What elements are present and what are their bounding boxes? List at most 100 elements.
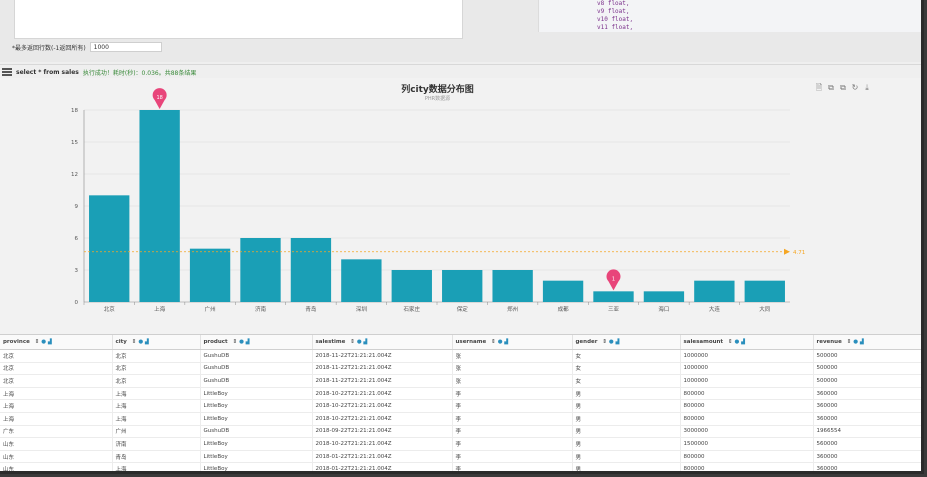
y-tick-label: 9 [75,204,79,210]
table-cell: GushuDB [200,362,313,376]
table-cell: 李 [452,387,573,401]
table-cell: 男 [572,412,681,426]
view-icon[interactable]: ● [239,339,244,345]
column-chart-icon[interactable]: ▟ [502,339,509,345]
view-icon[interactable]: ● [356,339,362,345]
column-chart-icon[interactable]: ▟ [243,339,250,345]
table-cell: 男 [572,450,681,464]
column-chart-icon[interactable]: ▟ [361,339,368,345]
view-icon[interactable]: ● [734,339,740,345]
sql-editor[interactable] [14,0,463,39]
view-icon[interactable]: ● [138,339,144,345]
sort-icon[interactable]: ⇕ [489,339,498,345]
table-cell: 女 [572,362,681,376]
sort-icon[interactable]: ⇕ [32,339,42,345]
column-chart-icon[interactable]: ▟ [739,339,745,345]
column-header-salestime[interactable]: salestime ⇕ ● ▟ [312,335,453,350]
table-row[interactable]: 上海 上海 LittleBoy 2018-10-22T21:21:21.004Z 李男 8… [0,399,921,413]
column-chart-icon[interactable]: ▟ [613,339,620,345]
average-line-label: 4.71 [793,250,805,256]
bar [391,270,432,302]
column-chart-icon[interactable]: ▟ [46,339,52,345]
column-tools: ⇕ ● ▟ [130,339,149,345]
column-tools: ⇕ ● ▟ [726,339,745,345]
bar [694,280,735,302]
x-tick-label: 石家庄 [404,305,421,313]
table-cell: 2018-09-22T21:21:21.004Z [312,425,453,439]
y-tick-label: 3 [75,268,79,274]
restore-icon[interactable]: ↻ [851,83,859,92]
max-rows-input[interactable]: 1000 [89,42,162,52]
zoom-icon[interactable]: ⧉ [828,83,834,92]
table-cell: GushuDB [200,349,313,363]
column-header-city[interactable]: city ⇕ ● ▟ [112,335,201,350]
table-cell: 张 [452,349,573,363]
column-chart-icon[interactable]: ▟ [858,339,864,345]
column-header-label: gender [575,339,598,345]
table-row[interactable]: 广东 广州 GushuDB 2018-09-22T21:21:21.004Z 李男 300… [0,425,921,439]
bar [442,270,483,302]
table-cell: 李 [452,450,573,464]
table-row[interactable]: 北京 北京 GushuDB 2018-11-22T21:21:21.004Z 张女 100… [0,362,921,376]
sort-icon[interactable]: ⇕ [129,339,139,345]
save-image-icon[interactable]: ⤓ [865,83,869,92]
city-bar-chart: 0 3 6 9 12 15 18 北京 上海 广州 济南 青岛 深圳 石家庄 保定 郑州 成都 三亚 海口 大连 大同 4… [71,88,805,313]
view-icon[interactable]: ● [608,339,614,345]
result-status-bar: select * from sales 执行成功！耗时(秒)：0.036。共88… [0,64,921,79]
sort-icon[interactable]: ⇕ [230,339,240,345]
column-header-label: salesamount [683,339,724,345]
table-row[interactable]: 北京 北京 GushuDB 2018-11-22T21:21:21.004Z 张女 100… [0,349,921,363]
column-header-label: revenue [816,339,842,345]
executed-sql: select * from sales [16,68,79,76]
table-cell: 3000000 [680,425,814,439]
bar [139,110,180,302]
menu-icon[interactable] [2,68,12,76]
x-tick-label: 青岛 [305,305,317,313]
zoom-reset-icon[interactable]: ⧉ [840,83,846,92]
view-icon[interactable]: ● [41,339,47,345]
column-header-revenue[interactable]: revenue ⇕ ● ▟ [813,335,921,350]
table-row[interactable]: 上海 上海 LittleBoy 2018-10-22T21:21:21.004Z 李男 8… [0,387,921,401]
table-cell: 2018-01-22T21:21:21.004Z [312,462,453,471]
x-tick-label: 三亚 [608,306,620,313]
table-cell: 北京 [0,362,113,376]
chart-toolbox: 🗎 ⧉ ⧉ ↻ ⤓ [815,84,871,92]
x-tick-label: 大连 [709,305,721,313]
sort-icon[interactable]: ⇕ [726,339,735,345]
view-icon[interactable]: ● [497,339,503,345]
bar [290,238,332,302]
table-row[interactable]: 北京 北京 GushuDB 2018-11-22T21:21:21.004Z 张女 100… [0,374,921,388]
bar [341,259,382,302]
table-cell: 北京 [0,349,113,363]
column-header-province[interactable]: province ⇕ ● ▟ [0,335,113,350]
column-tools: ⇕ ● ▟ [489,339,508,345]
table-cell: 李 [452,399,573,413]
column-tools: ⇕ ● ▟ [348,339,367,345]
sort-icon[interactable]: ⇕ [348,339,357,345]
x-tick-label: 深圳 [356,305,368,313]
column-header-label: product [203,339,228,345]
sort-icon[interactable]: ⇕ [844,339,854,345]
view-icon[interactable]: ● [853,339,859,345]
table-row[interactable]: 山东 上海 LittleBoy 2018-01-22T21:21:21.004Z 李男 8… [0,462,921,471]
sort-icon[interactable]: ⇕ [600,339,609,345]
code-line: v10 float, [597,16,634,23]
column-header-gender[interactable]: gender ⇕ ● ▟ [572,335,681,350]
table-cell: 1500000 [680,437,814,451]
table-header-row: province ⇕ ● ▟ city ⇕ ● ▟ product ⇕ ● ▟ sal… [0,335,921,350]
table-cell: 2018-11-22T21:21:21.004Z [312,374,453,388]
table-cell: LittleBoy [200,399,313,413]
column-header-product[interactable]: product ⇕ ● ▟ [200,335,313,350]
table-row[interactable]: 山东 济南 LittleBoy 2018-10-22T21:21:21.004Z 李男 1… [0,437,921,451]
data-view-icon[interactable]: 🗎 [815,83,823,92]
column-header-salesamount[interactable]: salesamount ⇕ ● ▟ [680,335,814,350]
table-row[interactable]: 山东 青岛 LittleBoy 2018-01-22T21:21:21.004Z 李男 8… [0,450,921,464]
column-chart-icon[interactable]: ▟ [143,339,149,345]
max-rows-label: *最多返回行数(-1返回所有) [12,44,86,52]
column-header-username[interactable]: username ⇕ ● ▟ [452,335,573,350]
table-cell: 上海 [112,462,201,471]
bar [593,291,634,302]
table-row[interactable]: 上海 上海 LittleBoy 2018-10-22T21:21:21.004Z 李男 8… [0,412,921,426]
table-cell: 360000 [813,450,921,464]
bar [189,248,231,302]
